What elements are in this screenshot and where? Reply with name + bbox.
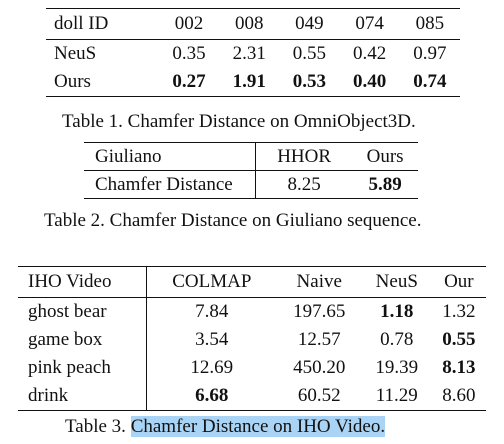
table-cell: 7.84 <box>195 301 229 322</box>
table-cell: 450.20 <box>293 357 346 378</box>
table-row: drink 6.68 60.52 11.29 8.60 <box>18 382 486 411</box>
table-cell: 1.91 <box>232 71 266 92</box>
table-cell: 197.65 <box>293 301 346 322</box>
row-label: NeuS <box>54 43 97 64</box>
table-cell: 8.13 <box>442 357 476 378</box>
table-cell: 0.55 <box>442 329 476 350</box>
header-cell: HHOR <box>255 142 353 171</box>
table-row: ghost bear 7.84 197.65 1.18 1.32 <box>18 297 486 326</box>
table-cell: 11.29 <box>375 385 418 406</box>
table-cell: 8.60 <box>442 385 476 406</box>
table-3-caption: Table 3. Chamfer Distance on IHO Video. <box>65 415 386 439</box>
table-header-row: doll ID 002 008 049 074 085 <box>46 8 460 40</box>
table-cell: 0.42 <box>353 43 387 64</box>
table-cell: 3.54 <box>195 329 229 350</box>
header-cell: 085 <box>399 8 460 40</box>
table-cell: 8.25 <box>287 173 321 195</box>
caption-prefix: Table 3. <box>65 416 131 437</box>
header-cell: Naive <box>276 266 362 298</box>
table-row: Chamfer Distance 8.25 5.89 <box>84 170 418 199</box>
table-header-row: Giuliano HHOR Ours <box>84 142 418 171</box>
table-cell: 60.52 <box>297 385 341 406</box>
table-cell: 0.40 <box>353 71 387 92</box>
table-cell: 0.97 <box>413 43 447 64</box>
table-cell: 6.68 <box>195 385 229 406</box>
table-1-omniobject3d: doll ID 002 008 049 074 085 NeuS 0.35 2.… <box>46 8 460 97</box>
caption-selected-text[interactable]: Chamfer Distance on IHO Video. <box>130 416 386 437</box>
header-cell: Ours <box>352 142 418 171</box>
row-label: drink <box>18 382 147 411</box>
table-row: Ours 0.27 1.91 0.53 0.40 0.74 <box>46 68 460 97</box>
table-row: NeuS 0.35 2.31 0.55 0.42 0.97 <box>46 40 460 69</box>
header-cell: 074 <box>339 8 400 40</box>
header-cell: IHO Video <box>18 266 147 298</box>
table-header-row: IHO Video COLMAP Naive NeuS Our <box>18 266 486 298</box>
row-label: Ours <box>54 71 91 92</box>
table-row: pink peach 12.69 450.20 19.39 8.13 <box>18 354 486 382</box>
row-label: Chamfer Distance <box>84 170 256 199</box>
header-cell: 008 <box>219 8 280 40</box>
header-cell: doll ID <box>46 8 159 40</box>
table-1-caption: Table 1. Chamfer Distance on OmniObject3… <box>62 111 416 132</box>
table-cell: 0.27 <box>172 71 206 92</box>
table-cell: 1.32 <box>442 301 476 322</box>
table-3-iho-video: IHO Video COLMAP Naive NeuS Our ghost be… <box>18 266 486 411</box>
row-label: ghost bear <box>18 297 147 326</box>
table-2-giuliano: Giuliano HHOR Ours Chamfer Distance 8.25… <box>84 142 418 199</box>
header-cell: 002 <box>158 8 220 40</box>
table-cell: 0.35 <box>172 43 206 64</box>
header-cell: Giuliano <box>84 142 256 171</box>
header-cell: Our <box>431 266 486 298</box>
row-label: game box <box>18 326 147 354</box>
table-row: game box 3.54 12.57 0.78 0.55 <box>18 326 486 354</box>
table-cell: 0.55 <box>292 43 327 64</box>
table-cell: 1.18 <box>380 301 414 322</box>
table-cell: 0.78 <box>380 329 414 350</box>
table-cell: 5.89 <box>368 173 402 195</box>
header-cell: 049 <box>279 8 340 40</box>
header-cell: NeuS <box>361 266 432 298</box>
header-cell: COLMAP <box>146 266 277 298</box>
table-cell: 19.39 <box>375 357 419 378</box>
table-2-caption: Table 2. Chamfer Distance on Giuliano se… <box>44 210 422 231</box>
table-cell: 0.74 <box>413 71 447 92</box>
table-cell: 12.57 <box>297 329 341 350</box>
table-cell: 0.53 <box>292 71 327 92</box>
table-cell: 12.69 <box>190 357 234 378</box>
table-cell: 2.31 <box>232 43 266 64</box>
row-label: pink peach <box>18 354 147 382</box>
